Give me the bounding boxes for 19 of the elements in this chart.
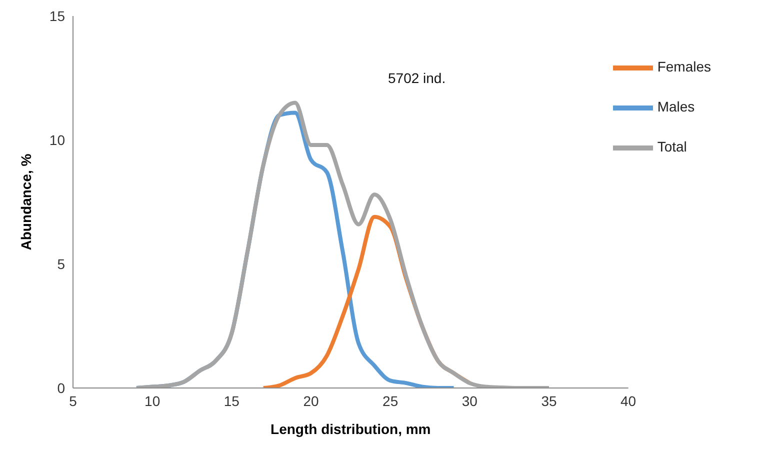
y-axis-title: Abundance, % — [18, 153, 34, 250]
line-series — [134, 100, 551, 388]
legend-label: Males — [657, 98, 695, 115]
y-tick-label: 0 — [57, 380, 66, 396]
x-axis-title: Length distribution, mm — [270, 421, 431, 437]
annotation: 5702 ind. — [388, 70, 446, 86]
y-tick-label: 5 — [57, 256, 66, 272]
x-tick-label: 30 — [462, 392, 478, 409]
x-tick-label: 10 — [144, 392, 160, 409]
x-tick-label: 15 — [224, 392, 240, 409]
y-tick-label: 15 — [49, 8, 66, 24]
y-tick-label: 10 — [49, 132, 66, 148]
x-tick-label: 25 — [382, 392, 398, 409]
x-tick-label: 20 — [303, 392, 319, 409]
x-tick-label: 5 — [69, 392, 78, 409]
x-tick-label: 40 — [620, 392, 636, 409]
legend-label: Total — [657, 138, 687, 155]
legend-label: Females — [657, 58, 711, 75]
x-tick-label: 35 — [541, 392, 557, 409]
